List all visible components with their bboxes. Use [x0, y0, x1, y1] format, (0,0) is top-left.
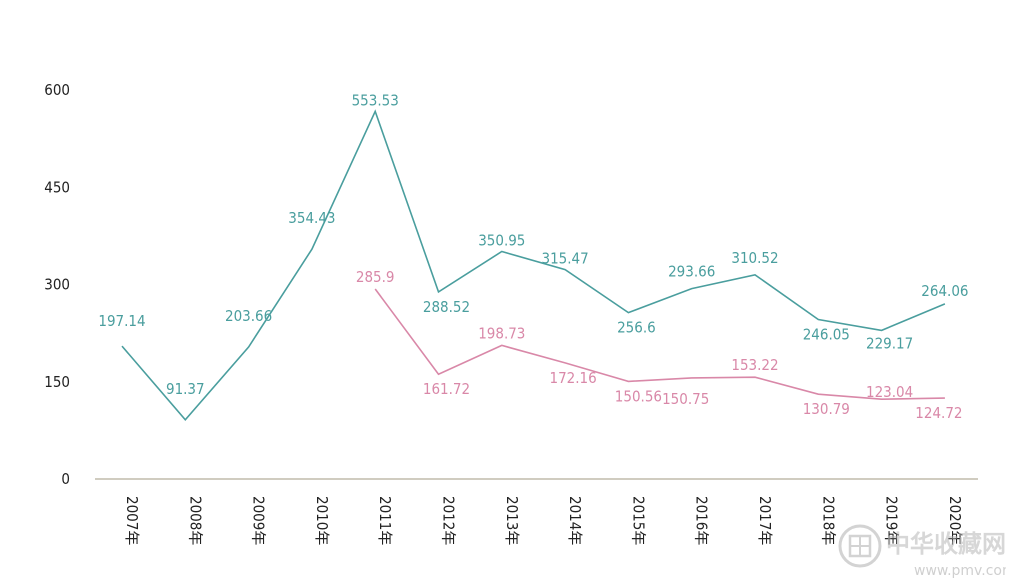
data-label: 256.6 [617, 319, 656, 337]
data-label: 150.56 [615, 387, 662, 405]
x-tick-label: 2014年 [566, 496, 584, 545]
watermark-url: www.pmv.com [914, 563, 1006, 579]
x-tick-label: 2009年 [250, 496, 268, 545]
x-tick-label: 2018年 [819, 496, 837, 545]
watermark-title: 中华收藏网 [886, 529, 1006, 558]
data-label: 197.14 [98, 312, 145, 330]
data-label: 172.16 [549, 369, 596, 387]
y-tick-label: 0 [61, 470, 70, 488]
y-tick-label: 600 [44, 81, 70, 99]
data-label: 150.75 [662, 390, 709, 408]
data-label: 130.79 [803, 400, 850, 418]
data-label: 285.9 [356, 268, 395, 286]
x-tick-label: 2010年 [313, 496, 331, 545]
data-label: 229.17 [866, 334, 913, 352]
x-tick-label: 2011年 [376, 496, 394, 545]
data-label: 91.37 [166, 380, 205, 398]
series-teal-line [122, 111, 945, 419]
seal-icon [840, 526, 880, 566]
x-tick-label: 2013年 [503, 496, 521, 545]
x-tick-label: 2017年 [756, 496, 774, 545]
data-label: 246.05 [803, 325, 850, 343]
data-label: 124.72 [915, 404, 962, 422]
data-label: 123.04 [866, 383, 913, 401]
x-tick-label: 2012年 [440, 496, 458, 545]
data-label: 553.53 [352, 91, 399, 109]
data-label: 310.52 [731, 249, 778, 267]
data-label: 264.06 [921, 282, 968, 300]
data-label: 315.47 [541, 250, 588, 268]
data-label: 198.73 [478, 324, 525, 342]
data-label: 203.66 [225, 307, 272, 325]
y-tick-label: 150 [44, 373, 70, 391]
data-label: 161.72 [423, 380, 470, 398]
data-label: 350.95 [478, 231, 525, 249]
data-label: 153.22 [731, 356, 778, 374]
data-label: 354.43 [288, 209, 335, 227]
data-label: 293.66 [668, 263, 715, 281]
x-tick-label: 2015年 [629, 496, 647, 545]
data-label: 288.52 [423, 298, 470, 316]
x-tick-label: 2016年 [693, 496, 711, 545]
watermark-logo: 中华收藏网 www.pmv.com [836, 520, 1006, 580]
y-tick-label: 450 [44, 178, 70, 196]
x-tick-label: 2008年 [186, 496, 204, 545]
x-tick-label: 2007年 [123, 496, 141, 545]
y-tick-label: 300 [44, 276, 70, 294]
